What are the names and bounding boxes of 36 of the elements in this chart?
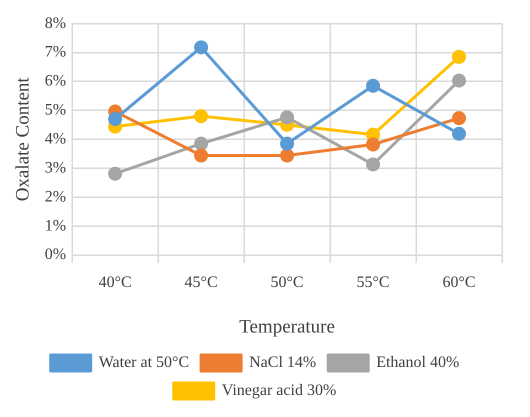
y-tick-label: 0% — [44, 246, 66, 264]
point — [452, 111, 466, 126]
point — [108, 112, 122, 126]
x-axis-title: Temperature — [239, 316, 335, 338]
point — [194, 148, 208, 162]
y-tick-label: 2% — [44, 188, 66, 206]
y-tick-label: 6% — [44, 72, 66, 90]
x-tick-label: 60°C — [442, 274, 476, 291]
y-axis-title: Oxalate Content — [12, 76, 34, 202]
y-tick-label: 1% — [44, 217, 66, 234]
legend-label: NaCl 14% — [249, 354, 316, 372]
x-tick-label: 45°C — [184, 274, 218, 291]
point — [108, 166, 122, 181]
y-tick-label: 4% — [44, 130, 66, 148]
point — [194, 109, 208, 124]
point — [280, 136, 294, 151]
point — [280, 110, 294, 124]
legend-label: Vinegar acid 30% — [222, 382, 336, 400]
x-tick-label: 50°C — [270, 274, 304, 291]
x-tick-label: 55°C — [356, 274, 390, 291]
point — [280, 148, 294, 162]
point — [452, 74, 466, 88]
x-tick-label: 40°C — [98, 274, 132, 291]
legend-label: Water at 50°C — [98, 354, 190, 372]
y-tick-label: 5% — [44, 102, 66, 119]
point — [366, 138, 380, 152]
point — [194, 40, 208, 54]
point — [452, 50, 466, 64]
point — [452, 126, 466, 141]
y-tick-label: 3% — [44, 159, 66, 176]
y-tick-label: 7% — [44, 44, 66, 61]
point — [194, 136, 208, 151]
point — [366, 78, 380, 93]
legend-label: Ethanol 40% — [376, 354, 460, 372]
y-tick-label: 8% — [44, 14, 66, 32]
point — [366, 157, 380, 172]
